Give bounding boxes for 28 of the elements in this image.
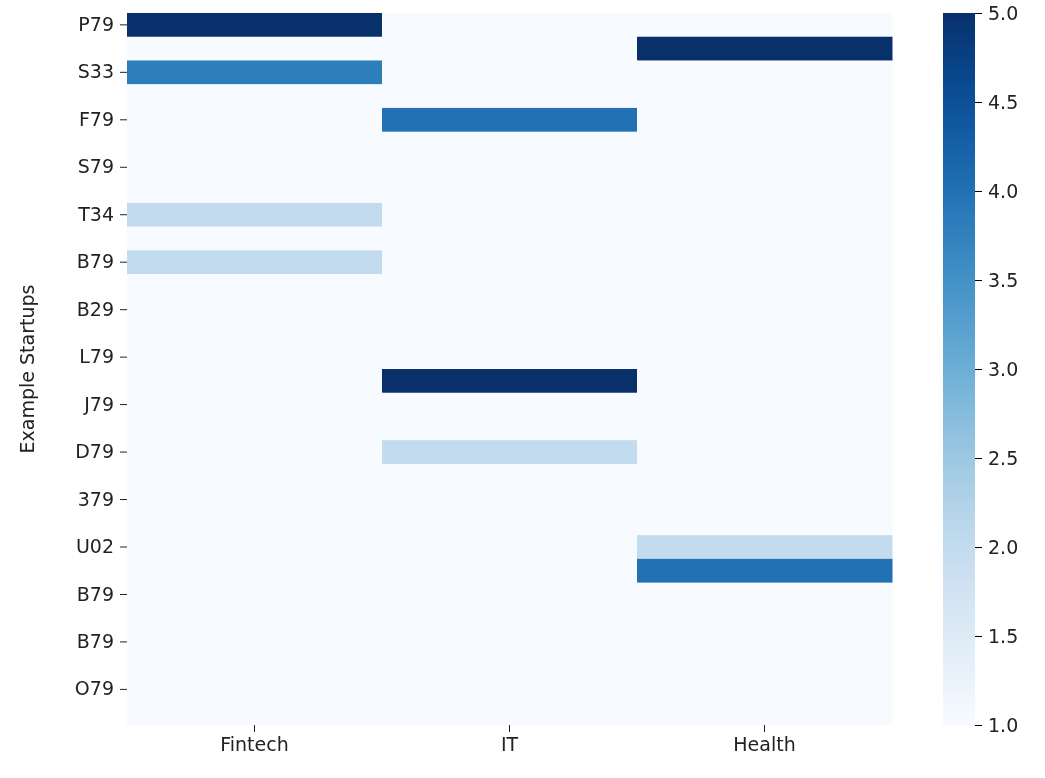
y-tick-label: O79 xyxy=(74,677,114,700)
y-tick-label: J79 xyxy=(83,392,114,415)
y-tick-label: 379 xyxy=(77,487,114,510)
color-bar-label: 3.5 xyxy=(988,268,1019,291)
color-bar-label: 4.5 xyxy=(988,90,1019,113)
y-tick-label: B29 xyxy=(76,297,114,320)
color-bar-label: 1.0 xyxy=(988,713,1019,736)
color-bar-label: 3.0 xyxy=(988,357,1019,380)
y-tick-label: P79 xyxy=(78,12,114,35)
color-bar-label: 1.5 xyxy=(988,624,1019,647)
y-tick-label: D79 xyxy=(75,440,114,463)
y-tick-label: L79 xyxy=(79,345,114,368)
y-tick-label: F79 xyxy=(78,107,114,130)
color-bar-label: 2.5 xyxy=(988,446,1019,469)
y-tick-label: S79 xyxy=(77,155,114,178)
y-tick-label: U02 xyxy=(75,535,114,558)
y-tick-label: B79 xyxy=(76,250,114,273)
y-tick-label: B79 xyxy=(76,630,114,653)
x-tick-label: Fintech xyxy=(220,733,289,756)
y-tick-label: S33 xyxy=(77,60,114,83)
y-axis-title: Example Startups xyxy=(16,284,38,454)
color-bar-label: 4.0 xyxy=(988,179,1019,202)
color-bar-label: 2.0 xyxy=(988,535,1019,558)
x-tick-label: IT xyxy=(500,733,519,756)
x-tick-label: Health xyxy=(733,733,796,756)
y-tick-label: B79 xyxy=(76,582,114,605)
color-bar-label: 5.0 xyxy=(988,1,1019,24)
y-tick-label: T34 xyxy=(77,202,114,225)
